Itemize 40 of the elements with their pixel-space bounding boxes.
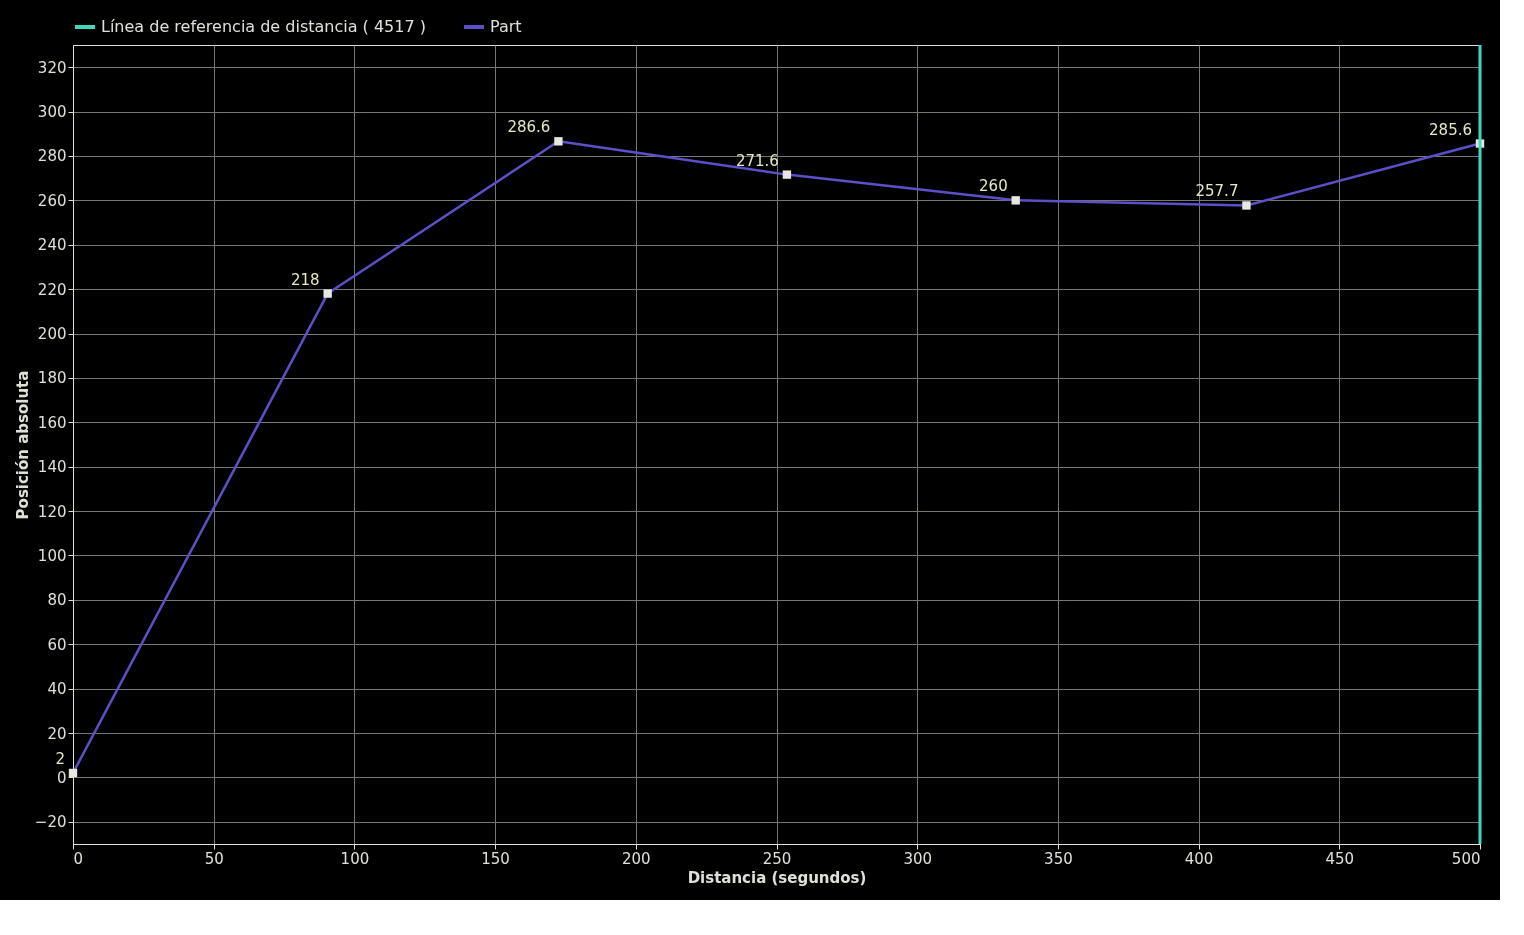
y-tick-label: 260 [37,191,67,210]
y-tick-label: 60 [47,635,67,654]
legend-label: Part [490,17,522,36]
y-tick-label: 300 [37,103,67,122]
x-tick-label: 100 [340,849,370,868]
y-tick-label: 140 [37,458,67,477]
y-tick-label: 20 [47,724,67,743]
x-tick-label: 350 [1044,849,1073,868]
data-label: 257.7 [1195,182,1239,201]
x-tick-label: 50 [204,849,224,868]
y-tick-label: 100 [37,546,67,565]
data-label: 271.6 [735,151,779,170]
y-axis-title: Posición absoluta [13,370,32,520]
x-tick-label: 250 [762,849,792,868]
x-axis-title: Distancia (segundos) [687,868,867,887]
legend-label: Línea de referencia de distancia ( 4517 ) [101,17,426,36]
data-label: 285.6 [1429,120,1472,139]
y-tick-label: −20 [34,813,67,832]
x-tick-label: 200 [621,849,651,868]
x-tick-label: 150 [481,849,510,868]
data-label: 260 [979,177,1008,196]
x-tick-label: 450 [1325,849,1355,868]
x-tick-label: 500 [1451,849,1481,868]
y-tick-label: 80 [47,591,67,610]
y-tick-label: 180 [37,369,67,388]
y-tick-label: 120 [37,502,67,521]
y-tick-label: 240 [37,236,67,255]
x-tick-label: 300 [903,849,933,868]
data-label: 2 [55,749,65,768]
data-label: 286.6 [507,118,551,137]
x-tick-label: 0 [73,849,84,868]
x-tick-label: 400 [1184,849,1214,868]
y-tick-label: 200 [37,325,67,344]
y-tick-label: 0 [56,768,67,787]
y-tick-label: 320 [37,58,67,77]
y-tick-label: 40 [47,680,67,699]
y-tick-label: 160 [37,413,67,432]
y-tick-label: 220 [37,280,67,299]
y-tick-label: 280 [37,147,67,166]
data-label: 218 [291,270,320,289]
